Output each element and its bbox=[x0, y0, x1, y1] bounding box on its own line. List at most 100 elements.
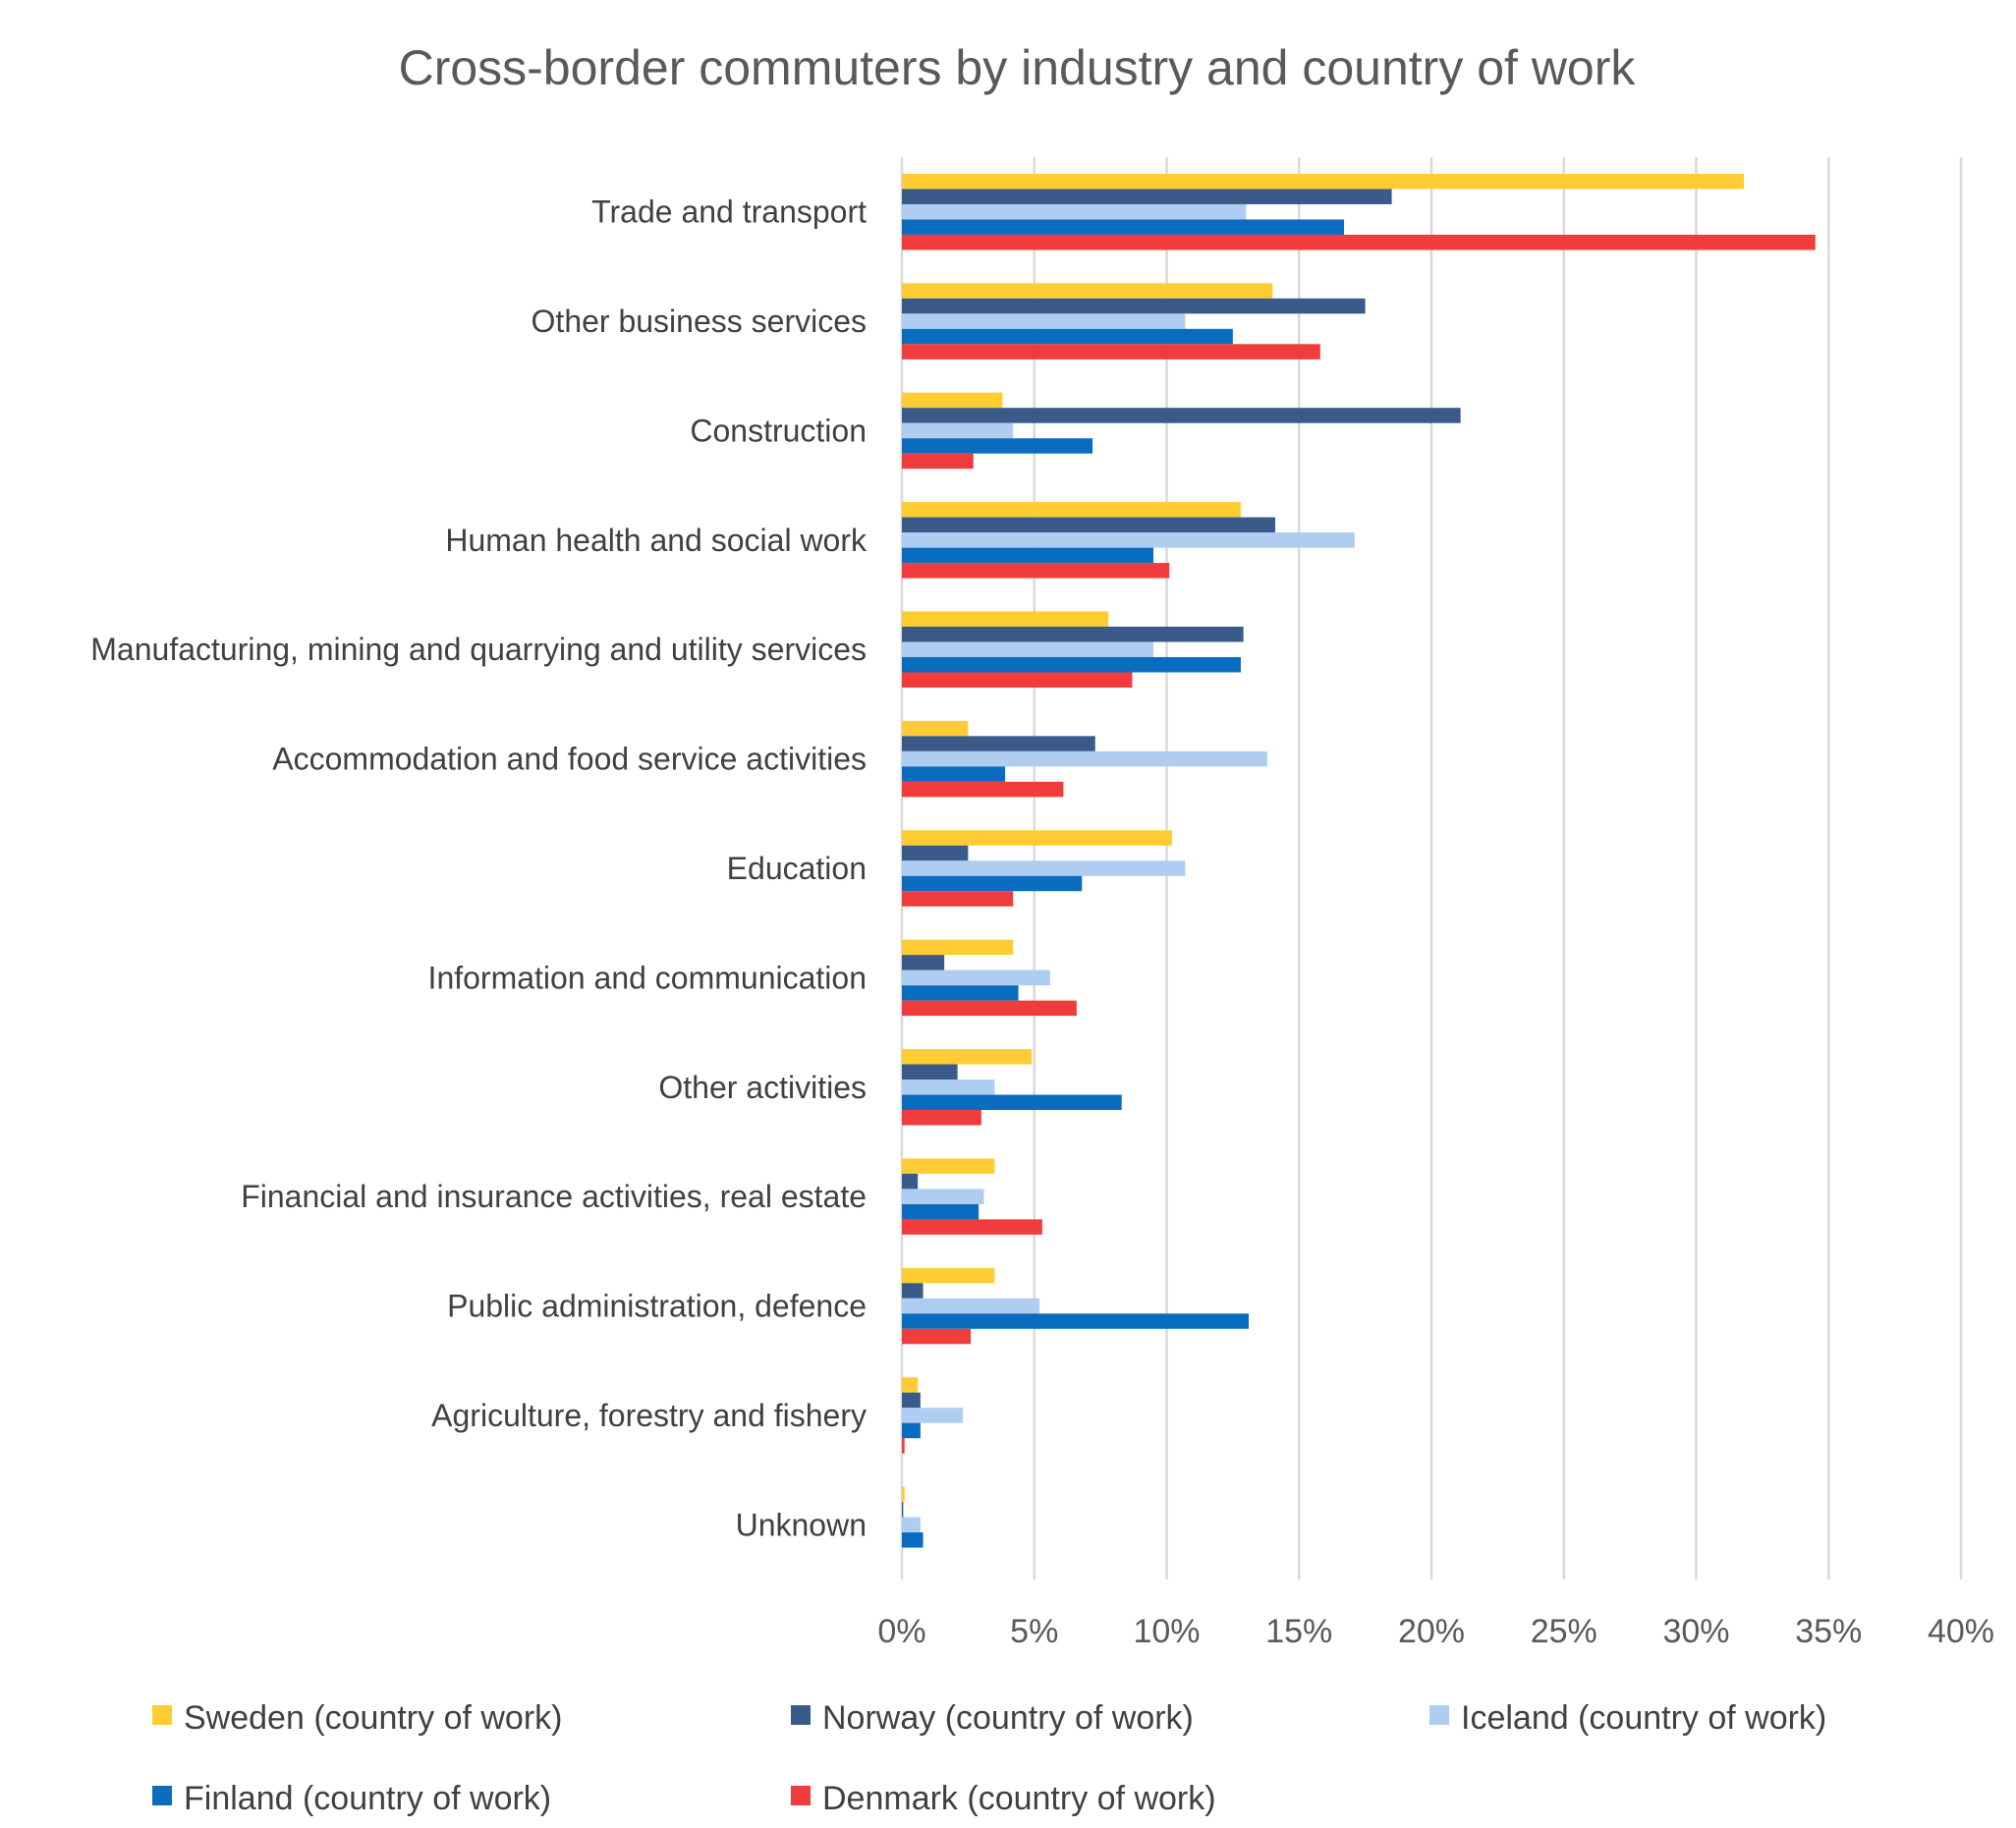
bar-trade-and-transport-norway bbox=[902, 189, 1392, 204]
bar-information-and-communication-finland bbox=[902, 985, 1019, 1001]
bar-financial-and-insurance-activities-real-estate-finland bbox=[902, 1203, 980, 1220]
x-tick-label-35: 35% bbox=[1795, 1613, 1862, 1650]
bar-other-business-services-denmark bbox=[902, 344, 1320, 360]
bar-education-norway bbox=[902, 845, 969, 861]
legend-item-finland: Finland (country of work) bbox=[152, 1780, 551, 1817]
legend-swatch-sweden bbox=[152, 1705, 172, 1725]
bar-unknown-iceland bbox=[902, 1517, 921, 1533]
bar-other-activities-iceland bbox=[902, 1080, 995, 1095]
bar-agriculture-forestry-and-fishery-iceland bbox=[902, 1408, 963, 1423]
bar-public-administration-defence-sweden bbox=[902, 1267, 995, 1284]
x-axis-tick-labels: 0% 5% 10% 15% 20% 25% 30% 35% 40% bbox=[877, 1613, 1994, 1650]
x-tick-label-0: 0% bbox=[877, 1613, 925, 1650]
bar-public-administration-defence-norway bbox=[902, 1283, 924, 1299]
x-tick-label-5: 5% bbox=[1010, 1613, 1058, 1650]
bar-agriculture-forestry-and-fishery-denmark bbox=[902, 1438, 905, 1454]
category-label-other-activities: Other activities bbox=[658, 1070, 867, 1105]
bar-accommodation-and-food-service-activities-finland bbox=[902, 766, 1006, 782]
bar-financial-and-insurance-activities-real-estate-sweden bbox=[902, 1158, 995, 1174]
bar-financial-and-insurance-activities-real-estate-norway bbox=[902, 1173, 919, 1190]
legend-label-finland: Finland (country of work) bbox=[184, 1780, 551, 1817]
category-label-public-administration-defence: Public administration, defence bbox=[447, 1289, 867, 1324]
legend-item-norway: Norway (country of work) bbox=[791, 1699, 1194, 1737]
legend-label-denmark: Denmark (country of work) bbox=[822, 1780, 1216, 1817]
bar-other-activities-sweden bbox=[902, 1049, 1033, 1065]
bar-human-health-and-social-work-norway bbox=[902, 517, 1275, 533]
bar-unknown-norway bbox=[902, 1502, 904, 1518]
bar-agriculture-forestry-and-fishery-norway bbox=[902, 1392, 921, 1409]
x-tick-label-10: 10% bbox=[1133, 1613, 1200, 1650]
bars bbox=[902, 173, 1816, 1548]
bar-construction-denmark bbox=[902, 453, 974, 470]
bar-information-and-communication-sweden bbox=[902, 939, 1014, 956]
bar-human-health-and-social-work-finland bbox=[902, 547, 1154, 564]
legend-swatch-norway bbox=[791, 1705, 811, 1725]
category-label-construction: Construction bbox=[690, 413, 867, 448]
category-label-human-health-and-social-work: Human health and social work bbox=[445, 523, 868, 558]
bar-construction-finland bbox=[902, 438, 1093, 454]
category-label-financial-and-insurance-activities-real-estate: Financial and insurance activities, real… bbox=[241, 1179, 867, 1214]
category-label-information-and-communication: Information and communication bbox=[428, 960, 867, 995]
bar-education-sweden bbox=[902, 830, 1172, 846]
bar-information-and-communication-denmark bbox=[902, 1000, 1077, 1017]
bar-public-administration-defence-denmark bbox=[902, 1328, 972, 1345]
bar-construction-iceland bbox=[902, 422, 1014, 439]
bar-other-business-services-finland bbox=[902, 328, 1233, 345]
bar-other-activities-norway bbox=[902, 1064, 958, 1080]
legend-label-norway: Norway (country of work) bbox=[822, 1699, 1194, 1737]
legend-item-iceland: Iceland (country of work) bbox=[1429, 1699, 1826, 1737]
legend-swatch-denmark bbox=[791, 1786, 811, 1805]
legend-item-sweden: Sweden (country of work) bbox=[152, 1699, 563, 1737]
bar-other-business-services-iceland bbox=[902, 313, 1186, 329]
bar-manufacturing-mining-and-quarrying-and-utility-services-iceland bbox=[902, 641, 1154, 657]
bar-education-denmark bbox=[902, 891, 1014, 907]
legend-item-denmark: Denmark (country of work) bbox=[791, 1780, 1216, 1817]
bar-trade-and-transport-denmark bbox=[902, 234, 1816, 250]
bar-other-business-services-norway bbox=[902, 298, 1366, 314]
category-label-education: Education bbox=[727, 851, 867, 886]
bar-education-finland bbox=[902, 875, 1083, 892]
bar-agriculture-forestry-and-fishery-sweden bbox=[902, 1377, 919, 1393]
bar-other-business-services-sweden bbox=[902, 283, 1273, 299]
bar-human-health-and-social-work-iceland bbox=[902, 532, 1355, 548]
bar-public-administration-defence-iceland bbox=[902, 1298, 1040, 1314]
bar-agriculture-forestry-and-fishery-finland bbox=[902, 1422, 921, 1439]
gridlines bbox=[900, 157, 1963, 1579]
x-tick-label-40: 40% bbox=[1928, 1613, 1994, 1650]
bar-education-iceland bbox=[902, 860, 1186, 876]
legend-swatch-iceland bbox=[1429, 1705, 1449, 1725]
category-labels: Trade and transport Other business servic… bbox=[90, 194, 868, 1543]
bar-information-and-communication-norway bbox=[902, 955, 945, 970]
bar-trade-and-transport-sweden bbox=[902, 173, 1745, 190]
x-tick-label-30: 30% bbox=[1662, 1613, 1729, 1650]
bar-accommodation-and-food-service-activities-sweden bbox=[902, 720, 969, 737]
bar-accommodation-and-food-service-activities-denmark bbox=[902, 781, 1064, 798]
bar-other-activities-finland bbox=[902, 1094, 1122, 1111]
x-tick-label-15: 15% bbox=[1265, 1613, 1332, 1650]
x-tick-label-25: 25% bbox=[1531, 1613, 1597, 1650]
bar-manufacturing-mining-and-quarrying-and-utility-services-sweden bbox=[902, 611, 1109, 627]
bar-construction-norway bbox=[902, 408, 1461, 423]
category-label-trade-and-transport: Trade and transport bbox=[591, 194, 867, 230]
bar-other-activities-denmark bbox=[902, 1110, 981, 1126]
legend-label-iceland: Iceland (country of work) bbox=[1461, 1699, 1826, 1737]
category-label-unknown: Unknown bbox=[736, 1507, 867, 1542]
bar-financial-and-insurance-activities-real-estate-denmark bbox=[902, 1219, 1042, 1235]
bar-financial-and-insurance-activities-real-estate-iceland bbox=[902, 1189, 984, 1204]
bar-manufacturing-mining-and-quarrying-and-utility-services-norway bbox=[902, 626, 1244, 642]
chart-title: Cross-border commuters by industry and c… bbox=[399, 40, 1637, 95]
category-label-other-business-services: Other business services bbox=[532, 304, 867, 339]
bar-construction-sweden bbox=[902, 392, 1003, 409]
bar-information-and-communication-iceland bbox=[902, 969, 1050, 986]
legend-label-sweden: Sweden (country of work) bbox=[184, 1699, 563, 1737]
bar-human-health-and-social-work-denmark bbox=[902, 563, 1170, 579]
bar-accommodation-and-food-service-activities-norway bbox=[902, 736, 1095, 751]
bar-manufacturing-mining-and-quarrying-and-utility-services-finland bbox=[902, 656, 1241, 673]
legend: Sweden (country of work) Norway (country … bbox=[152, 1699, 1826, 1817]
category-label-manufacturing-mining-and-quarrying-and-utility-services: Manufacturing, mining and quarrying and … bbox=[90, 632, 867, 667]
bar-trade-and-transport-iceland bbox=[902, 203, 1247, 220]
bar-trade-and-transport-finland bbox=[902, 219, 1345, 235]
bar-public-administration-defence-finland bbox=[902, 1313, 1250, 1329]
